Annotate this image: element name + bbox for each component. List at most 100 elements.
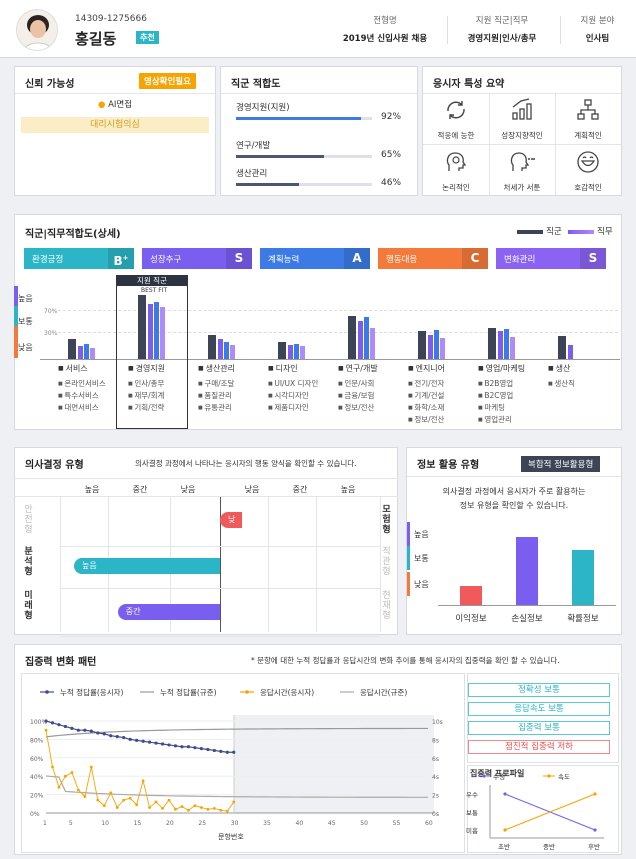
y-right-tick: 0s [432,811,439,818]
info-bar [572,549,594,605]
subjob-item: 정보/전산 [408,414,444,426]
info-bar [516,536,538,605]
job-bar [510,336,515,359]
decision-pill: 높음 [74,558,220,574]
reliability-card: 신뢰 가능성 영상확인필요 ● AI면접 대리시험의심 [14,66,216,196]
summary-btn-0[interactable]: 정확성 보통 [468,683,610,697]
decision-right-1: 직관형 [378,546,392,580]
profile-header: 14309-1275666 홍길동 추천 전형명 2019년 신입사원 채용 지원… [0,0,636,58]
group-label: 생산관리 [198,363,235,374]
summary-btn-2[interactable]: 집중력 보통 [468,721,610,735]
decision-left-2: 미래형 [20,590,34,624]
job-bar [358,320,363,359]
x-tick: 35 [263,820,271,827]
decision-title: 의사결정 유형 [25,460,84,471]
decision-col: 중간 [132,485,148,494]
job-bar [300,346,305,359]
job-bar [288,345,293,359]
legend-job: 직무 [597,227,613,237]
decision-right-text: 모험형 [380,504,390,534]
group-bar [488,327,496,359]
job-bar [434,329,439,359]
category-label: 변화관리 [504,255,536,265]
subjob-item: 유통관리 [198,402,234,414]
job-bar [364,317,369,359]
subjob-item: 재무/회계 [128,390,164,402]
accuracy-line [45,720,234,753]
summary-btn-3[interactable]: 점진적 집중력 저하 [468,740,610,754]
category-grade: S [226,248,252,269]
best-fit-tag: BEST FIT [141,287,168,294]
y-left-tick: 80% [30,737,44,744]
info-bar-label: 확률정보 [567,614,599,624]
subjob-item: 영업관리 [478,414,513,426]
profile-x: 초반 [498,842,510,851]
smile-icon [577,151,599,173]
job-bar [230,345,235,359]
trait-adaptive: 적응에 능한 [423,87,489,151]
level-marker-high [14,286,18,306]
norm-accuracy-line [45,727,429,738]
y-left-tick: 40% [30,774,44,781]
decision-right-text: 직관형 [380,546,390,576]
subjob-item: 기획/전략 [128,402,164,414]
info-desc-2: 정보 유형을 확인할 수 있습니다. [459,501,569,510]
x-tick: 40 [296,820,304,827]
subjob-list: 인사/총무재무/회계기획/전략 [128,378,164,414]
level-low: 낮음 [18,343,33,352]
decision-col: 높음 [84,485,100,494]
trait-likable: 호감적인 [555,139,621,203]
avatar [16,9,58,51]
decision-col: 높음 [340,485,356,494]
summary-btn-1[interactable]: 응답속도 보통 [468,702,610,716]
growth-chart-icon [512,98,532,120]
x-tick: 55 [393,820,401,827]
grade-letter: B [113,254,123,268]
ai-interview-item: ● AI면접 [97,100,133,110]
info-bar [460,586,482,605]
profile-x: 중반 [543,842,555,851]
info-level: 보통 [414,554,429,563]
group-bar [138,294,146,359]
group-label: 디자인 [268,363,298,374]
group-bar [68,339,76,359]
group-bar [558,335,566,359]
job-bar [224,341,229,359]
x-tick: 1 [43,820,47,827]
y-left-tick: 20% [30,793,44,800]
job-bar [370,327,375,359]
group-bar [348,315,356,359]
profile-level: 미흡 [466,826,478,835]
tick-30: 30% [44,330,58,337]
video-check-badge[interactable]: 영상확인필요 [139,73,196,89]
decision-left-text: 분석형 [22,546,32,576]
subjob-item: 구매/조달 [198,378,234,390]
header-col-field: 지원 분야 인사팀 [580,16,615,44]
info-bar-label: 이익정보 [455,614,487,624]
level-high: 높음 [18,294,33,303]
recommend-badge: 추천 [136,31,159,44]
subjob-item: 온라인서비스 [58,378,105,390]
legend-group: 직군 [546,227,562,237]
grade-letter: S [588,251,598,265]
x-tick: 30 [231,820,239,827]
x-tick: 45 [328,820,336,827]
adapt-icon [447,101,465,119]
subjob-list: 인문/사회금융/보험정보/전산 [338,378,374,414]
category-grade: C [462,248,488,269]
subjob-item: B2B영업 [478,378,513,390]
x-axis-label: 문항번호 [218,832,244,841]
detail-fit-title: 직군|직무적합도(상세) [25,229,121,240]
decision-col: 낮음 [180,485,196,494]
job-bar [154,301,159,359]
decision-right-2: 현재형 [378,590,392,624]
subjob-item: 품질관리 [198,390,234,402]
y-left-tick: 100% [30,719,47,726]
job-bar [504,328,509,359]
subjob-item: 대면서비스 [58,402,106,414]
group-label: 생산 [548,363,571,374]
subjob-item: 전기/전자 [408,378,444,390]
selected-group-label: 지원 직군 [116,275,188,286]
info-title: 정보 활용 유형 [417,460,480,471]
